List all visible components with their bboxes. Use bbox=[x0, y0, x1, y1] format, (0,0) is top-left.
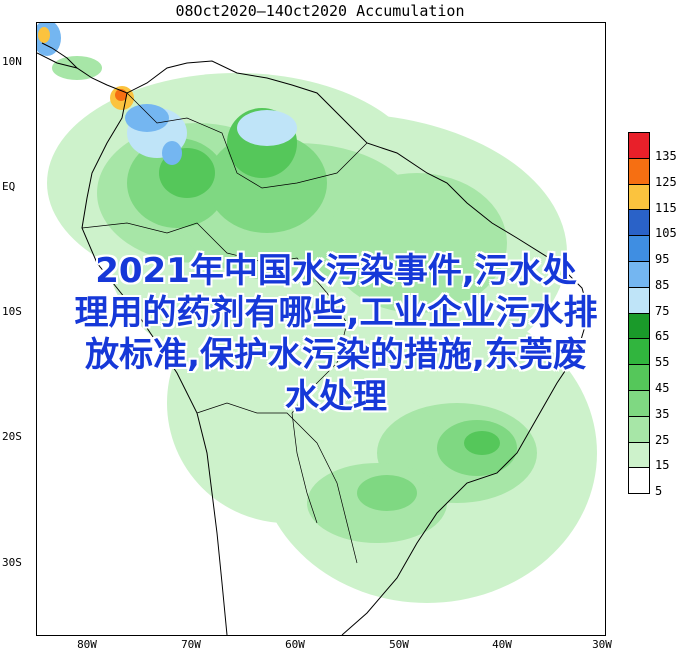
overlay-line: 2021年中国水污染事件,污水处 bbox=[95, 251, 577, 291]
legend-entry: 65 bbox=[628, 312, 677, 343]
legend-swatch bbox=[628, 389, 650, 416]
legend-swatch bbox=[628, 415, 650, 442]
legend-swatch bbox=[628, 157, 650, 184]
country-borders bbox=[81, 92, 368, 564]
legend-label: 15 bbox=[655, 458, 670, 473]
precipitation-shading bbox=[37, 23, 597, 603]
overlay-line: 水处理 bbox=[285, 377, 387, 417]
lon-label-30w: 30W bbox=[592, 638, 612, 651]
lon-label-40w: 40W bbox=[492, 638, 512, 651]
legend-label: 25 bbox=[655, 432, 670, 447]
legend-swatch bbox=[628, 286, 650, 313]
legend-swatch bbox=[628, 364, 650, 390]
lon-label-60w: 60W bbox=[285, 638, 305, 651]
legend-entry: 135 bbox=[628, 132, 677, 163]
legend-entry: 85 bbox=[628, 260, 677, 292]
legend-label: 65 bbox=[655, 329, 670, 344]
legend-label: 45 bbox=[655, 381, 670, 396]
legend-entry: 5 bbox=[628, 466, 677, 498]
legend-swatch bbox=[628, 466, 650, 494]
color-legend: 135 125 115 105 95 85 75 65 55 45 35 25 15 5 bbox=[628, 132, 677, 498]
lat-label-10n: 10N bbox=[2, 55, 22, 68]
legend-entry: 15 bbox=[628, 441, 677, 472]
legend-entry: 115 bbox=[628, 183, 677, 215]
lat-label-10s: 10S bbox=[2, 305, 22, 318]
map-canvas bbox=[37, 23, 597, 635]
legend-label: 55 bbox=[655, 355, 670, 370]
map-title: 08Oct2020—14Oct2020 Accumulation bbox=[175, 2, 465, 20]
overlay-title: 2021年中国水污染事件,污水处 理用的药剂有哪些,工业企业污水排 放标准,保护… bbox=[6, 250, 666, 418]
legend-entry: 55 bbox=[628, 338, 677, 369]
legend-label: 135 bbox=[655, 148, 677, 163]
legend-entry: 25 bbox=[628, 415, 677, 447]
legend-entry: 105 bbox=[628, 209, 677, 240]
lat-label-20s: 20S bbox=[2, 430, 22, 443]
legend-entry: 95 bbox=[628, 235, 677, 266]
legend-label: 115 bbox=[655, 200, 677, 215]
coastlines bbox=[37, 42, 590, 635]
legend-label: 35 bbox=[655, 406, 670, 421]
overlay-line: 理用的药剂有哪些,工业企业污水排 bbox=[74, 293, 598, 333]
legend-swatch bbox=[628, 235, 650, 261]
legend-swatch bbox=[628, 441, 650, 468]
overlay-line: 放标准,保护水污染的措施,东莞废 bbox=[85, 335, 587, 375]
legend-label: 85 bbox=[655, 277, 670, 292]
legend-label: 5 bbox=[655, 484, 663, 499]
legend-swatch bbox=[628, 132, 650, 158]
legend-swatch bbox=[628, 209, 650, 236]
lat-label-eq: EQ bbox=[2, 180, 16, 193]
legend-label: 125 bbox=[655, 174, 677, 189]
legend-entry: 125 bbox=[628, 157, 677, 189]
lon-label-70w: 70W bbox=[181, 638, 201, 651]
lon-label-80w: 80W bbox=[77, 638, 97, 651]
legend-entry: 75 bbox=[628, 286, 677, 318]
precipitation-map bbox=[36, 22, 606, 636]
lon-label-50w: 50W bbox=[389, 638, 409, 651]
legend-label: 105 bbox=[655, 226, 677, 241]
lat-label-30s: 30S bbox=[2, 556, 22, 569]
legend-swatch bbox=[628, 312, 650, 339]
legend-swatch bbox=[628, 260, 650, 287]
legend-entry: 45 bbox=[628, 364, 677, 395]
legend-swatch bbox=[628, 338, 650, 365]
legend-label: 95 bbox=[655, 252, 670, 267]
legend-label: 75 bbox=[655, 303, 670, 318]
legend-entry: 35 bbox=[628, 389, 677, 421]
legend-swatch bbox=[628, 183, 650, 210]
